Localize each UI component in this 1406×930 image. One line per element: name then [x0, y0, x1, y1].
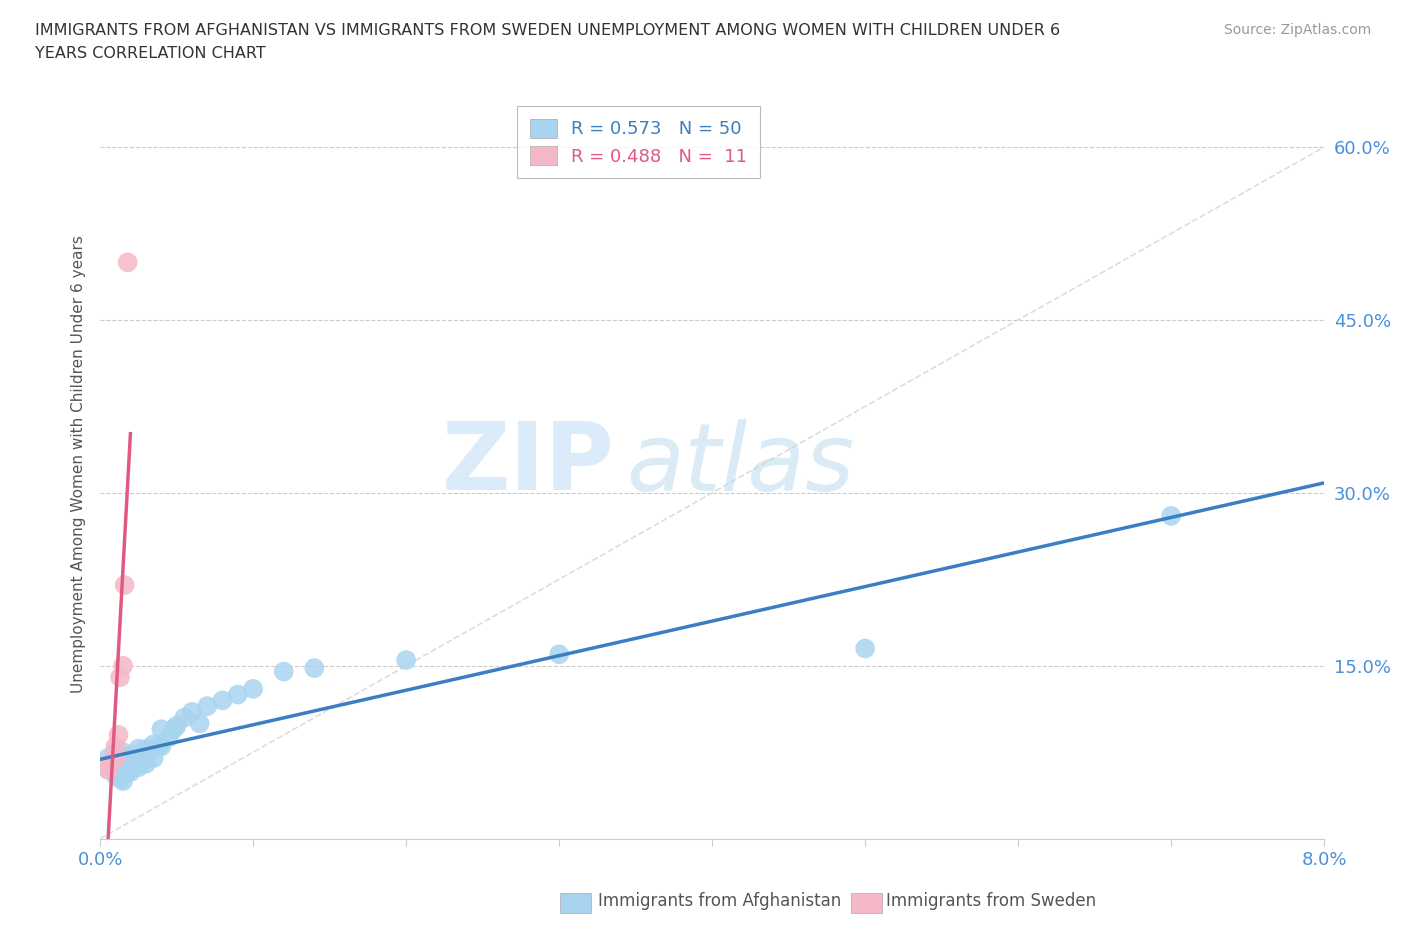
Point: [127, 741, 149, 756]
Point: [395, 653, 418, 668]
Point: [101, 756, 124, 771]
Point: [148, 739, 170, 754]
Point: [138, 745, 160, 760]
Point: [97, 751, 120, 765]
Text: Source: ZipAtlas.com: Source: ZipAtlas.com: [1223, 23, 1371, 37]
Point: [127, 753, 149, 768]
Point: [304, 660, 326, 675]
Point: [117, 753, 139, 768]
Point: [122, 760, 145, 775]
Text: Immigrants from Sweden: Immigrants from Sweden: [886, 892, 1095, 910]
Point: [195, 698, 218, 713]
Point: [112, 658, 135, 673]
Point: [104, 745, 127, 760]
Point: [108, 771, 131, 786]
Point: [120, 749, 142, 764]
Y-axis label: Unemployment Among Women with Children Under 6 years: Unemployment Among Women with Children U…: [72, 235, 86, 693]
Point: [242, 682, 264, 697]
Point: [226, 687, 249, 702]
Point: [107, 727, 129, 742]
Point: [142, 737, 165, 751]
Point: [101, 753, 124, 768]
Point: [120, 756, 142, 771]
Point: [112, 774, 135, 789]
Point: [132, 751, 155, 765]
Point: [108, 760, 131, 775]
Point: [157, 730, 180, 745]
Point: [135, 741, 157, 756]
Point: [211, 693, 233, 708]
Point: [548, 646, 571, 661]
Point: [100, 756, 122, 771]
Point: [117, 764, 139, 779]
Point: [115, 762, 138, 777]
Point: [97, 762, 120, 777]
Point: [273, 664, 295, 679]
Text: Immigrants from Afghanistan: Immigrants from Afghanistan: [598, 892, 841, 910]
Point: [104, 751, 127, 765]
Point: [122, 749, 145, 764]
Point: [853, 641, 876, 656]
Point: [162, 722, 184, 737]
Point: [173, 711, 195, 725]
Point: [166, 718, 188, 733]
Point: [127, 760, 149, 775]
Point: [150, 722, 173, 737]
Point: [120, 764, 142, 779]
Point: [104, 756, 127, 771]
Point: [104, 768, 127, 783]
Point: [112, 764, 135, 779]
Point: [112, 745, 135, 760]
Point: [97, 762, 120, 777]
Legend: R = 0.573   N = 50, R = 0.488   N =  11: R = 0.573 N = 50, R = 0.488 N = 11: [517, 106, 761, 179]
Point: [117, 255, 139, 270]
Point: [107, 764, 129, 779]
Point: [98, 756, 121, 771]
Text: YEARS CORRELATION CHART: YEARS CORRELATION CHART: [35, 46, 266, 61]
Point: [107, 753, 129, 768]
Point: [108, 670, 131, 684]
Point: [104, 739, 127, 754]
Point: [1160, 509, 1182, 524]
Text: IMMIGRANTS FROM AFGHANISTAN VS IMMIGRANTS FROM SWEDEN UNEMPLOYMENT AMONG WOMEN W: IMMIGRANTS FROM AFGHANISTAN VS IMMIGRANT…: [35, 23, 1060, 38]
Point: [142, 751, 165, 765]
Point: [188, 716, 211, 731]
Point: [135, 756, 157, 771]
Text: atlas: atlas: [627, 418, 855, 510]
Point: [114, 578, 136, 592]
Point: [181, 704, 204, 719]
Point: [112, 753, 135, 768]
Point: [150, 739, 173, 754]
Text: ZIP: ZIP: [441, 418, 614, 510]
